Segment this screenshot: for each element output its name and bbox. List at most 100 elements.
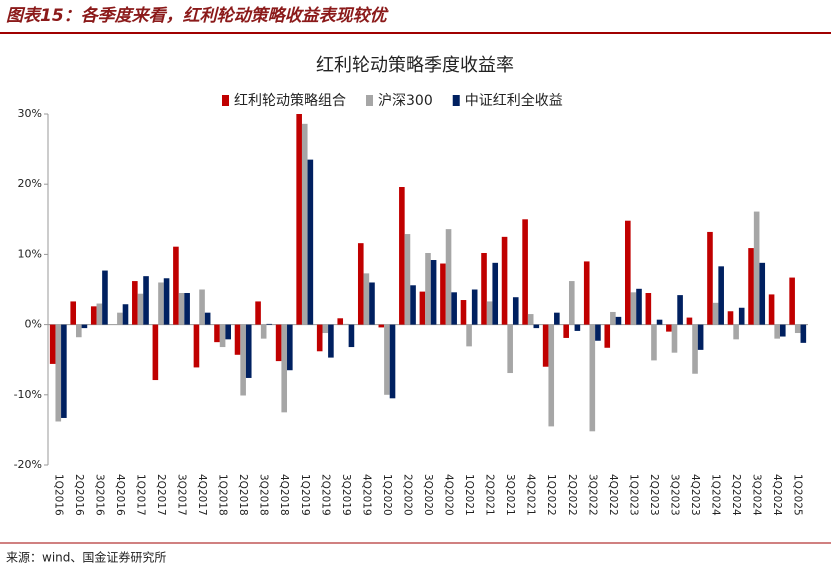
legend-swatch	[366, 95, 373, 106]
x-tick-label: 4Q2017	[196, 474, 208, 516]
bar	[328, 324, 334, 358]
x-tick-label: 3Q2020	[422, 474, 434, 516]
x-tick-label: 1Q2017	[134, 474, 146, 516]
x-tick-label: 1Q2021	[463, 474, 475, 516]
bar	[102, 270, 108, 325]
x-tick-label: 3Q2021	[504, 474, 516, 516]
bar	[522, 219, 528, 325]
bar	[343, 323, 349, 325]
bar	[451, 292, 457, 325]
bar	[184, 293, 190, 325]
bar	[563, 324, 569, 338]
bar	[90, 306, 97, 325]
bar	[727, 311, 734, 325]
bar	[219, 324, 226, 348]
bar	[671, 324, 678, 353]
x-tick-label: 2Q2016	[73, 474, 85, 516]
bar	[369, 282, 375, 325]
bar	[363, 273, 370, 325]
bar	[548, 324, 555, 427]
bar	[143, 276, 149, 325]
bar	[234, 324, 241, 355]
bar	[152, 324, 159, 381]
bar	[718, 266, 724, 325]
y-tick-label: 10%	[18, 247, 42, 260]
x-tick-label: 4Q2020	[443, 474, 455, 516]
bar	[260, 324, 267, 339]
bar	[378, 324, 385, 328]
x-tick-label: 3Q2024	[751, 474, 763, 516]
bar	[445, 229, 452, 325]
bar	[651, 324, 657, 361]
bar	[61, 324, 67, 418]
bar	[70, 301, 77, 325]
bar	[199, 289, 205, 325]
bar	[137, 293, 144, 325]
bar	[604, 324, 611, 348]
bar	[55, 324, 62, 422]
bar	[759, 262, 766, 325]
legend-label: 红利轮动策略组合	[234, 92, 346, 109]
bar	[753, 211, 760, 325]
x-tick-label: 1Q2019	[299, 474, 311, 516]
header-title: 图表15：各季度来看，红利轮动策略收益表现较优	[6, 6, 390, 26]
bar	[245, 324, 252, 378]
bar	[542, 324, 549, 367]
x-tick-label: 2Q2019	[319, 474, 331, 516]
bar	[471, 289, 478, 325]
bar	[240, 324, 246, 396]
x-tick-label: 4Q2019	[360, 474, 372, 516]
bar	[337, 318, 344, 325]
bar	[738, 307, 745, 325]
bar	[768, 294, 775, 325]
bar	[132, 281, 138, 325]
bar	[697, 324, 704, 350]
bar	[789, 277, 795, 325]
bar	[384, 324, 390, 395]
x-tick-label: 1Q2024	[710, 474, 722, 516]
bar	[666, 324, 672, 332]
bar	[214, 324, 220, 343]
bar	[357, 243, 364, 325]
bar	[686, 317, 693, 325]
bar	[481, 252, 487, 325]
bar	[266, 323, 273, 325]
bar	[178, 293, 185, 325]
bar	[610, 311, 616, 325]
bar	[296, 114, 302, 325]
bar	[410, 285, 416, 325]
bar	[568, 281, 575, 325]
bar	[527, 314, 534, 325]
x-tick-label: 3Q2016	[93, 474, 105, 516]
x-tick-label: 3Q2019	[340, 474, 352, 516]
legend-label: 中证红利全收益	[465, 92, 563, 109]
x-tick-label: 1Q2022	[545, 474, 557, 516]
bar	[173, 246, 179, 325]
bar	[677, 295, 683, 325]
bar	[656, 319, 663, 325]
x-tick-label: 1Q2023	[627, 474, 639, 516]
bar	[707, 231, 713, 325]
bar	[794, 324, 801, 334]
bar	[712, 302, 719, 325]
bar	[419, 291, 426, 325]
x-tick-label: 3Q2017	[176, 474, 188, 516]
bar	[81, 324, 88, 329]
bar	[117, 312, 123, 325]
bar	[630, 292, 637, 325]
legend-swatch	[452, 95, 460, 106]
bar	[533, 324, 540, 329]
bar	[49, 324, 56, 364]
bar	[554, 312, 560, 325]
bar	[512, 297, 519, 325]
bar	[399, 187, 405, 325]
legend-label: 沪深300	[378, 93, 433, 109]
bar	[583, 261, 590, 325]
bar	[96, 303, 103, 325]
bar	[625, 220, 631, 325]
bar	[204, 312, 211, 325]
source: 来源：wind、国金证券研究所	[6, 550, 166, 565]
bar	[595, 324, 601, 341]
bar	[692, 324, 698, 374]
bar	[389, 324, 396, 399]
